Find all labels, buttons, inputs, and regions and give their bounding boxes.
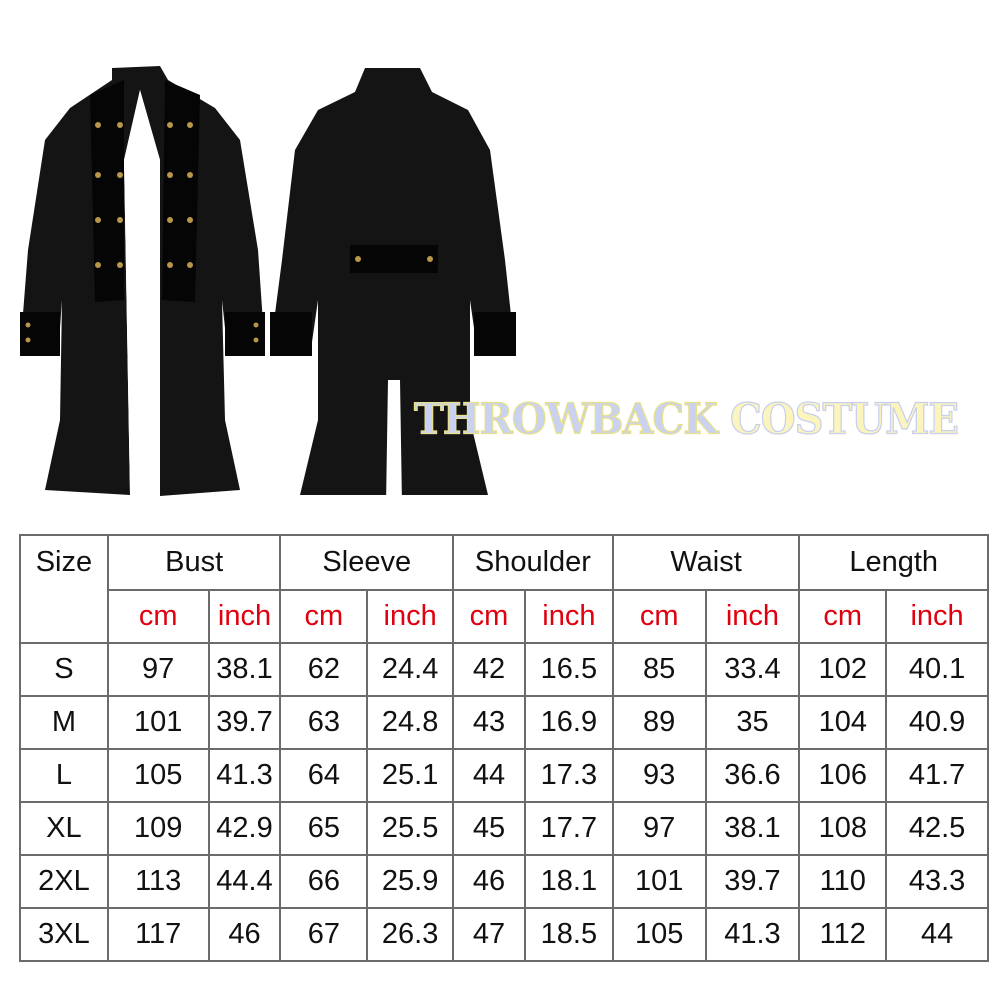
header-length: Length (798, 534, 989, 591)
value-cell: 108 (798, 801, 888, 856)
value-cell: 62 (279, 642, 369, 697)
value-cell: 40.9 (885, 695, 989, 750)
table-row: L 105 41.3 64 25.1 44 17.3 93 36.6 106 41.7 (19, 748, 989, 803)
value-cell: 97 (611, 801, 707, 856)
value-cell: 38.1 (704, 801, 801, 856)
value-cell: 101 (611, 854, 707, 909)
value-cell: 24.8 (366, 695, 455, 750)
value-cell: 63 (279, 695, 369, 750)
value-cell: 17.3 (523, 748, 614, 803)
size-cell: M (19, 695, 109, 750)
value-cell: 117 (106, 907, 210, 962)
table-row: 2XL 113 44.4 66 25.9 46 18.1 101 39.7 110 43.3 (19, 854, 989, 909)
coat-back-image (270, 68, 516, 505)
unit-cm: cm (452, 589, 526, 644)
value-cell: 18.1 (523, 854, 614, 909)
value-cell: 113 (106, 854, 210, 909)
value-cell: 93 (611, 748, 707, 803)
size-chart-table: Size Bust Sleeve Shoulder Waist Length c… (19, 534, 989, 962)
value-cell: 25.9 (366, 854, 455, 909)
value-cell: 43.3 (885, 854, 989, 909)
value-cell: 17.7 (523, 801, 614, 856)
value-cell: 102 (798, 642, 888, 697)
value-cell: 42 (452, 642, 526, 697)
unit-cm: cm (106, 589, 210, 644)
value-cell: 26.3 (366, 907, 455, 962)
unit-row: cm inch cm inch cm inch cm inch cm inch (20, 589, 989, 644)
value-cell: 101 (106, 695, 210, 750)
value-cell: 112 (798, 907, 888, 962)
unit-cm: cm (611, 589, 707, 644)
value-cell: 106 (798, 748, 888, 803)
value-cell: 16.5 (523, 642, 614, 697)
unit-inch: inch (885, 589, 989, 644)
value-cell: 45 (452, 801, 526, 856)
table-row: XL 109 42.9 65 25.5 45 17.7 97 38.1 108 42.5 (19, 801, 989, 856)
value-cell: 44 (885, 907, 989, 962)
unit-inch: inch (704, 589, 801, 644)
size-cell: XL (19, 801, 109, 856)
unit-inch: inch (207, 589, 282, 644)
table-row: 3XL 117 46 67 26.3 47 18.5 105 41.3 112 44 (19, 907, 989, 962)
value-cell: 24.4 (366, 642, 455, 697)
value-cell: 64 (279, 748, 369, 803)
unit-inch: inch (523, 589, 614, 644)
value-cell: 89 (611, 695, 707, 750)
value-cell: 41.3 (207, 748, 282, 803)
value-cell: 43 (452, 695, 526, 750)
value-cell: 44 (452, 748, 526, 803)
value-cell: 39.7 (704, 854, 801, 909)
value-cell: 41.3 (704, 907, 801, 962)
value-cell: 42.9 (207, 801, 282, 856)
value-cell: 97 (106, 642, 210, 697)
value-cell: 46 (207, 907, 282, 962)
value-cell: 67 (279, 907, 369, 962)
table-row: S 97 38.1 62 24.4 42 16.5 85 33.4 102 40.1 (19, 642, 989, 697)
watermark-part1: THROWBACK (413, 394, 718, 445)
value-cell: 104 (798, 695, 888, 750)
value-cell: 36.6 (704, 748, 801, 803)
header-waist: Waist (611, 534, 801, 591)
watermark-part2: COSTUME (729, 394, 959, 445)
size-header: Size (19, 534, 109, 644)
value-cell: 44.4 (207, 854, 282, 909)
value-cell: 25.5 (366, 801, 455, 856)
value-cell: 105 (611, 907, 707, 962)
header-bust: Bust (106, 534, 282, 591)
size-cell: 2XL (19, 854, 109, 909)
value-cell: 35 (704, 695, 801, 750)
header-sleeve: Sleeve (279, 534, 455, 591)
header-row: Size Bust Sleeve Shoulder Waist Length (19, 534, 989, 644)
size-cell: S (19, 642, 109, 697)
product-images (20, 66, 516, 505)
value-cell: 39.7 (207, 695, 282, 750)
value-cell: 16.9 (523, 695, 614, 750)
unit-cm: cm (279, 589, 369, 644)
value-cell: 40.1 (885, 642, 989, 697)
value-cell: 110 (798, 854, 888, 909)
unit-cm: cm (798, 589, 888, 644)
coat-front-image (20, 66, 265, 496)
header-shoulder: Shoulder (452, 534, 614, 591)
value-cell: 47 (452, 907, 526, 962)
table-row: M 101 39.7 63 24.8 43 16.9 89 35 104 40.9 (19, 695, 989, 750)
unit-inch: inch (366, 589, 455, 644)
value-cell: 18.5 (523, 907, 614, 962)
value-cell: 46 (452, 854, 526, 909)
value-cell: 109 (106, 801, 210, 856)
value-cell: 42.5 (885, 801, 989, 856)
value-cell: 66 (279, 854, 369, 909)
value-cell: 65 (279, 801, 369, 856)
value-cell: 33.4 (704, 642, 801, 697)
value-cell: 25.1 (366, 748, 455, 803)
size-cell: L (19, 748, 109, 803)
value-cell: 105 (106, 748, 210, 803)
size-cell: 3XL (19, 907, 109, 962)
value-cell: 85 (611, 642, 707, 697)
value-cell: 38.1 (207, 642, 282, 697)
watermark-logo: THROWBACK COSTUME (413, 394, 959, 445)
value-cell: 41.7 (885, 748, 989, 803)
